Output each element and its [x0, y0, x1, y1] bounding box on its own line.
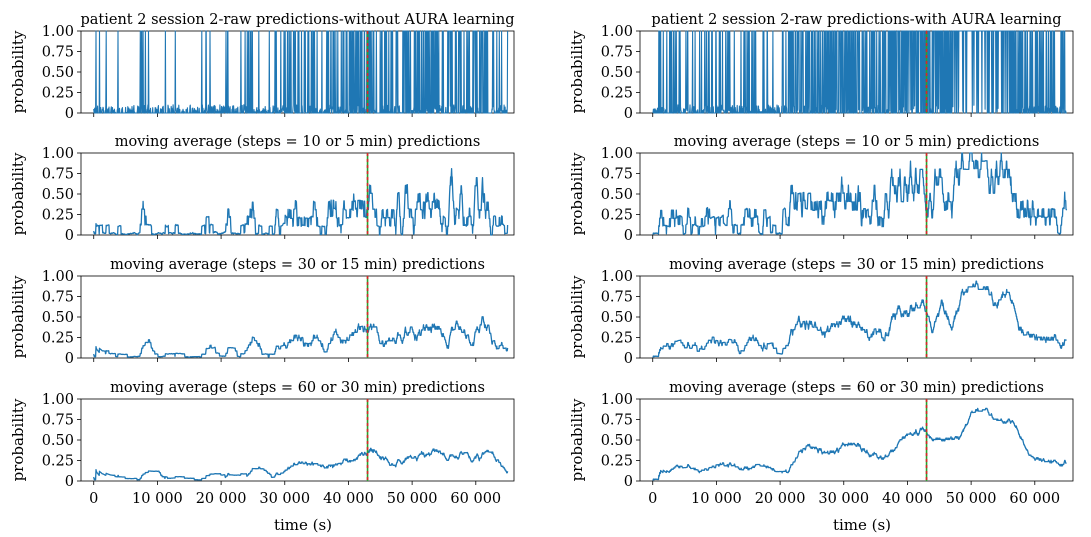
series-line — [652, 280, 1067, 358]
x-tick-label: 40 000 — [882, 491, 933, 507]
panel-title: moving average (steps = 60 or 30 min) pr… — [669, 380, 1044, 396]
y-tick-label: 0.50 — [42, 310, 74, 326]
y-tick-label: 1.00 — [601, 392, 633, 408]
y-tick-label: 0.75 — [601, 290, 633, 306]
y-tick-label: 0 — [65, 351, 74, 367]
y-tick-label: 0.50 — [42, 65, 74, 81]
plot-frame — [639, 275, 1074, 359]
y-axis-label: probability — [568, 30, 586, 113]
y-tick-label: 1.00 — [601, 24, 633, 40]
x-tick-label: 30 000 — [259, 491, 310, 507]
series-line — [652, 407, 1067, 481]
panel-L2: moving average (steps = 30 or 15 min) pr… — [9, 257, 515, 367]
series-line — [652, 152, 1068, 236]
y-tick-label: 0.25 — [42, 331, 74, 347]
y-axis-label: probability — [9, 152, 27, 235]
y-tick-label: 0.50 — [601, 65, 633, 81]
panel-L1: moving average (steps = 10 or 5 min) pre… — [9, 134, 515, 244]
panel-R0: patient 2 session 2-raw predictions-with… — [568, 12, 1074, 122]
y-tick-label: 0.50 — [601, 310, 633, 326]
series-line — [93, 447, 509, 481]
series-line — [652, 30, 1067, 114]
y-tick-label: 0.75 — [601, 167, 633, 183]
y-tick-label: 0.75 — [42, 167, 74, 183]
series-line — [93, 30, 509, 114]
panel-L3: moving average (steps = 60 or 30 min) pr… — [9, 380, 515, 507]
y-tick-label: 0.25 — [42, 454, 74, 470]
plot-frame — [80, 398, 515, 482]
y-tick-label: 0.25 — [601, 454, 633, 470]
y-axis-label: probability — [568, 398, 586, 481]
x-tick-label: 10 000 — [132, 491, 183, 507]
y-tick-label: 1.00 — [601, 269, 633, 285]
y-tick-label: 0.25 — [42, 86, 74, 102]
panel-R3: moving average (steps = 60 or 30 min) pr… — [568, 380, 1074, 507]
x-axis-title-right: time (s) — [833, 516, 891, 534]
y-axis-label: probability — [9, 275, 27, 358]
y-axis-label: probability — [9, 398, 27, 481]
y-axis-label: probability — [568, 152, 586, 235]
x-tick-label: 0 — [648, 491, 657, 507]
y-tick-label: 1.00 — [42, 269, 74, 285]
y-tick-label: 0 — [65, 106, 74, 122]
panel-R1: moving average (steps = 10 or 5 min) pre… — [568, 134, 1074, 244]
series-line — [93, 316, 509, 358]
y-tick-label: 0.25 — [601, 86, 633, 102]
x-tick-label: 50 000 — [946, 491, 997, 507]
y-tick-label: 0.50 — [601, 187, 633, 203]
y-tick-label: 0.25 — [601, 208, 633, 224]
panel-title: patient 2 session 2-raw predictions-with… — [651, 12, 1061, 28]
y-tick-label: 1.00 — [42, 24, 74, 40]
x-tick-label: 10 000 — [691, 491, 742, 507]
y-tick-label: 0.25 — [42, 208, 74, 224]
series-line — [93, 168, 509, 236]
panel-title: moving average (steps = 10 or 5 min) pre… — [674, 134, 1040, 150]
y-tick-label: 0 — [65, 228, 74, 244]
panel-title: moving average (steps = 30 or 15 min) pr… — [669, 257, 1044, 273]
y-tick-label: 0 — [624, 106, 633, 122]
y-tick-label: 0.50 — [601, 433, 633, 449]
y-tick-label: 0 — [624, 474, 633, 490]
x-tick-label: 60 000 — [1009, 491, 1060, 507]
y-tick-label: 0.50 — [42, 433, 74, 449]
y-tick-label: 1.00 — [601, 146, 633, 162]
y-tick-label: 1.00 — [42, 146, 74, 162]
y-tick-label: 0.75 — [42, 290, 74, 306]
y-tick-label: 0.75 — [601, 45, 633, 61]
y-tick-label: 0 — [65, 474, 74, 490]
x-tick-label: 20 000 — [196, 491, 247, 507]
x-tick-label: 50 000 — [387, 491, 438, 507]
panel-R2: moving average (steps = 30 or 15 min) pr… — [568, 257, 1074, 367]
y-tick-label: 0.50 — [42, 187, 74, 203]
panel-title: moving average (steps = 60 or 30 min) pr… — [110, 380, 485, 396]
x-axis-title-left: time (s) — [274, 516, 332, 534]
panel-title: moving average (steps = 10 or 5 min) pre… — [115, 134, 481, 150]
panel-title: patient 2 session 2-raw predictions-with… — [80, 12, 514, 28]
x-tick-label: 40 000 — [323, 491, 374, 507]
y-tick-label: 0 — [624, 228, 633, 244]
y-tick-label: 0.75 — [42, 413, 74, 429]
x-tick-label: 0 — [89, 491, 98, 507]
panel-L0: patient 2 session 2-raw predictions-with… — [9, 12, 515, 122]
y-tick-label: 1.00 — [42, 392, 74, 408]
x-tick-label: 60 000 — [450, 491, 501, 507]
x-tick-label: 20 000 — [755, 491, 806, 507]
panel-title: moving average (steps = 30 or 15 min) pr… — [110, 257, 485, 273]
y-tick-label: 0.75 — [42, 45, 74, 61]
x-tick-label: 30 000 — [818, 491, 869, 507]
y-tick-label: 0.75 — [601, 413, 633, 429]
y-tick-label: 0 — [624, 351, 633, 367]
y-tick-label: 0.25 — [601, 331, 633, 347]
y-axis-label: probability — [9, 30, 27, 113]
y-axis-label: probability — [568, 275, 586, 358]
